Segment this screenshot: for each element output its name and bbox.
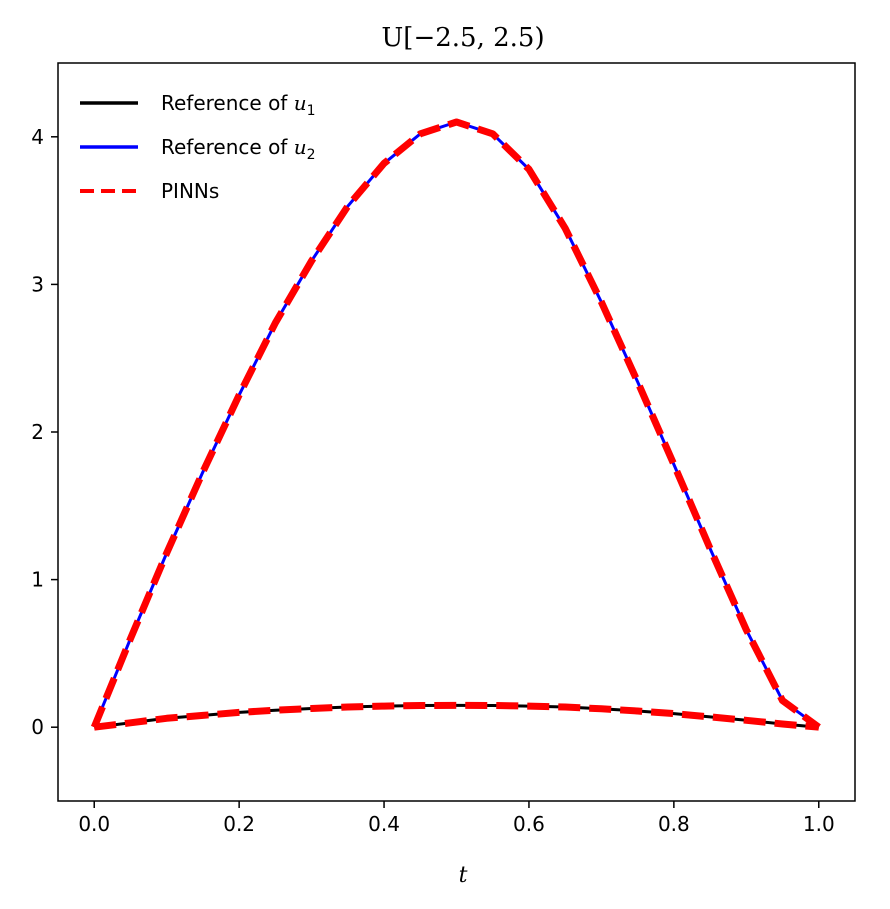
x-tick-label: 0.0 (78, 812, 110, 836)
legend-label: Reference of u2 (161, 135, 316, 163)
chart-title: U[−2.5, 2.5) (381, 23, 544, 53)
series-line-pinns (90, 118, 821, 731)
y-tick-label: 1 (31, 568, 44, 592)
axes-frame (57, 62, 856, 802)
legend-label: Reference of u1 (161, 91, 316, 119)
y-tick-label: 2 (31, 420, 44, 444)
y-tick-label: 3 (31, 272, 44, 296)
series-line-pinns-u1 (93, 701, 820, 731)
x-tick-label: 1.0 (803, 812, 835, 836)
legend-label: PINNs (161, 179, 219, 203)
x-axis-label: t (459, 863, 468, 888)
x-tick-label: 0.4 (368, 812, 400, 836)
y-tick-label: 4 (31, 125, 44, 149)
y-tick-label: 0 (31, 715, 44, 739)
x-tick-label: 0.6 (513, 812, 545, 836)
legend: Reference of u1 Reference of u2 PINNs (80, 91, 316, 203)
x-tick-label: 0.2 (223, 812, 255, 836)
x-tick-label: 0.8 (658, 812, 690, 836)
y-axis-ticks: 0 1 2 3 4 (31, 125, 58, 739)
series-line-reference-of-u2 (92, 120, 820, 729)
x-axis-ticks: 0.0 0.2 0.4 0.6 0.8 1.0 (78, 801, 835, 836)
plot-area (90, 118, 821, 731)
